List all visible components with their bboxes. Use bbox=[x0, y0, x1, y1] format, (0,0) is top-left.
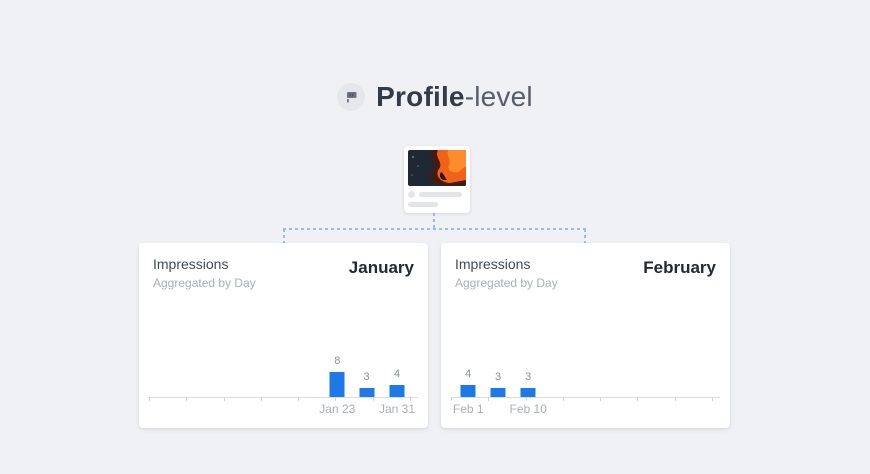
axis-date-label: Jan 23 bbox=[319, 402, 356, 416]
axis-tick bbox=[372, 397, 374, 401]
bar-group: 3 bbox=[359, 370, 375, 397]
axis-tick bbox=[223, 397, 225, 401]
axis-tick bbox=[186, 397, 188, 401]
axis-tick bbox=[637, 397, 639, 401]
chart-title: Impressions bbox=[455, 256, 531, 272]
chart-card-february: Impressions Aggregated by Day February 4… bbox=[441, 243, 730, 428]
axis-tick bbox=[674, 397, 676, 401]
axis-tick bbox=[525, 397, 527, 401]
bar-value-label: 4 bbox=[465, 367, 472, 380]
chart-card-header: Impressions Aggregated by Day February bbox=[441, 243, 730, 290]
bar-group: 4 bbox=[460, 367, 476, 397]
post-thumbnail-card[interactable] bbox=[404, 146, 470, 213]
axis-tick bbox=[451, 397, 452, 401]
bar bbox=[490, 387, 506, 397]
bar-group: 4 bbox=[389, 367, 405, 397]
axis-tick bbox=[335, 397, 337, 401]
bar-value-label: 3 bbox=[363, 370, 370, 383]
flag-icon bbox=[337, 83, 366, 111]
bar-value-label: 4 bbox=[393, 367, 401, 380]
chart-subtitle: Aggregated by Day bbox=[153, 276, 256, 290]
connector-vertical-right bbox=[584, 229, 586, 243]
axis-tick bbox=[711, 397, 713, 401]
chart-title: Impressions bbox=[153, 256, 229, 272]
bar-group: 8 bbox=[329, 355, 345, 397]
axis-tick bbox=[298, 397, 300, 401]
chart-card-header: Impressions Aggregated by Day January bbox=[139, 243, 428, 290]
post-image bbox=[408, 150, 466, 186]
bar-value-label: 8 bbox=[334, 355, 341, 367]
axis-tick bbox=[488, 397, 490, 401]
bar-chart-plot: 4 Feb 1 3 3 Feb 10 bbox=[451, 338, 720, 415]
axis-tick bbox=[149, 397, 150, 401]
page-title-light: -level bbox=[464, 81, 533, 112]
skeleton-row bbox=[408, 191, 466, 198]
axis-tick bbox=[600, 397, 602, 401]
bar-value-label: 3 bbox=[525, 370, 532, 383]
bar bbox=[329, 372, 345, 397]
skeleton-text-line bbox=[419, 192, 462, 197]
page-title: Profile-level bbox=[376, 83, 533, 111]
chart-title-block: Impressions Aggregated by Day bbox=[153, 256, 256, 290]
period-label: January bbox=[348, 258, 414, 277]
skeleton-avatar bbox=[408, 191, 415, 198]
bar bbox=[389, 384, 405, 397]
bar-value-label: 3 bbox=[495, 370, 502, 383]
page-header: Profile-level bbox=[0, 83, 870, 111]
bar-group: 3 bbox=[490, 370, 506, 397]
connector-horizontal bbox=[283, 228, 586, 230]
bar bbox=[359, 387, 375, 397]
bar-group: 3 bbox=[520, 370, 536, 397]
period-label: February bbox=[643, 258, 716, 277]
axis-date-label: Feb 10 bbox=[509, 402, 547, 416]
axis-date-label: Jan 31 bbox=[379, 402, 416, 416]
axis-date-label: Feb 1 bbox=[452, 402, 484, 416]
bar-chart-plot: 8 Jan 23 3 4 Jan 31 bbox=[149, 338, 418, 415]
page-title-bold: Profile bbox=[376, 81, 465, 112]
axis-tick bbox=[409, 397, 411, 401]
connector-vertical-left bbox=[283, 229, 285, 243]
connector-vertical-top bbox=[433, 213, 435, 228]
skeleton-text-line bbox=[408, 202, 438, 207]
chart-title-block: Impressions Aggregated by Day bbox=[455, 256, 558, 290]
chart-card-january: Impressions Aggregated by Day January 8 J… bbox=[139, 243, 428, 428]
axis-tick bbox=[260, 397, 262, 401]
bar bbox=[520, 387, 536, 397]
axis-tick bbox=[562, 397, 564, 401]
bar bbox=[460, 384, 476, 397]
chart-subtitle: Aggregated by Day bbox=[455, 276, 558, 290]
